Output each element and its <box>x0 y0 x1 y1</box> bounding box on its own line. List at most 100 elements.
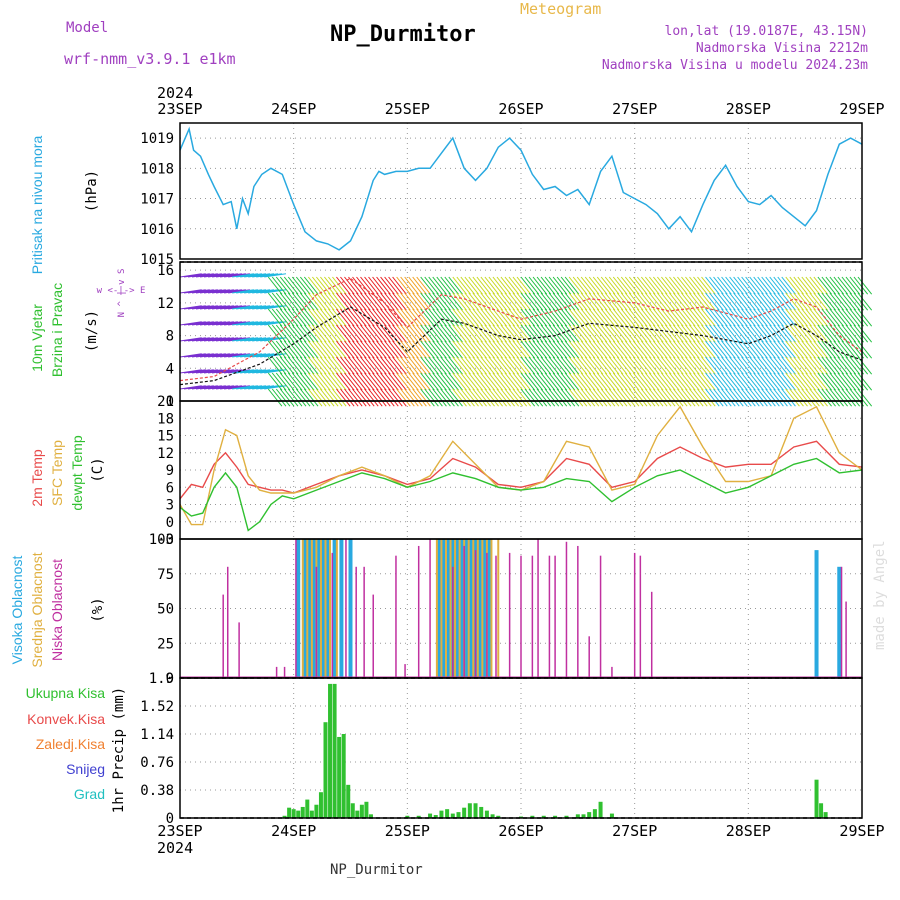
wind-barb <box>472 292 487 311</box>
wind-barb <box>745 372 760 391</box>
wind-barb <box>476 388 491 407</box>
wind-barb <box>203 369 226 374</box>
wind-barb <box>380 388 395 407</box>
precip-bar <box>553 815 558 818</box>
wind-barb <box>416 340 431 359</box>
wind-barb <box>644 388 660 407</box>
wind-barb <box>364 292 379 311</box>
wind-barb <box>825 388 840 407</box>
wind-barb <box>769 372 784 391</box>
wind-barb <box>636 292 652 311</box>
wind-barb <box>500 308 516 327</box>
wind-barb <box>228 273 250 278</box>
wind-barb <box>693 324 708 343</box>
wind-barb <box>588 340 604 359</box>
wind-barb <box>741 276 756 295</box>
wind-barb <box>809 340 824 359</box>
wind-barb <box>729 292 744 311</box>
wind-barb <box>841 276 857 295</box>
wind-barb <box>287 388 303 407</box>
wind-barb <box>460 324 475 343</box>
wind-barb <box>805 276 820 295</box>
wind-barb <box>737 324 752 343</box>
wind-barb <box>821 292 836 311</box>
wind-barb <box>212 337 234 342</box>
cloud-bar-2 <box>639 555 642 678</box>
wind-barb <box>344 388 359 407</box>
wind-barb <box>320 292 335 311</box>
time-tick-top: 29SEP <box>839 100 884 118</box>
wind-barb <box>316 276 331 295</box>
wind-barb <box>524 388 540 407</box>
wind-barb <box>512 276 528 295</box>
wind-barb <box>673 388 688 407</box>
time-tick-bottom: 26SEP <box>498 822 543 840</box>
wind-barb <box>721 324 736 343</box>
wind-barb <box>777 388 792 407</box>
wind-barb <box>311 388 327 407</box>
wind-barb <box>344 356 359 375</box>
time-tick-bottom: 23SEP <box>157 822 202 840</box>
wind-barb <box>669 356 684 375</box>
chart-title: NP_Durmitor <box>330 22 476 47</box>
wind-barb <box>275 356 291 375</box>
wind-barb <box>396 340 411 359</box>
wind-barb <box>717 356 732 375</box>
wind-barb <box>725 324 740 343</box>
wind-barb <box>769 308 784 327</box>
wind-barb <box>224 273 246 278</box>
wind-barb <box>472 340 487 359</box>
wind-barb <box>817 292 832 311</box>
wind-barb <box>388 324 403 343</box>
wind-barb <box>512 308 528 327</box>
wind-barb <box>829 340 844 359</box>
wind-barb <box>396 308 411 327</box>
wind-barb <box>540 292 556 311</box>
wind-barb <box>833 308 848 327</box>
wind-barb <box>368 292 383 311</box>
wind-barb <box>705 276 720 295</box>
wind-barb <box>845 340 861 359</box>
wind-barb <box>689 356 704 375</box>
wind-barb <box>500 388 516 407</box>
wind-barb <box>488 308 503 327</box>
wind-barb <box>424 356 439 375</box>
wind-barb <box>416 324 431 343</box>
wind-barb <box>548 372 564 391</box>
wind-barb <box>809 356 824 375</box>
wind-barb <box>773 356 788 375</box>
wind-barb <box>460 276 475 295</box>
wind-barb <box>620 388 636 407</box>
wind-barb <box>737 292 752 311</box>
wind-barb <box>512 340 528 359</box>
wind-barb <box>749 276 764 295</box>
wind-barb <box>644 356 660 375</box>
wind-barb <box>813 372 828 391</box>
wind-barb <box>745 308 760 327</box>
wind-barb <box>179 305 202 310</box>
wind-barb <box>220 305 242 310</box>
wind-barb <box>789 340 804 359</box>
wind-barb <box>544 388 560 407</box>
wind-barb <box>669 372 684 391</box>
wind-barb <box>348 308 363 327</box>
wind-barb <box>745 340 760 359</box>
wind-barb <box>576 340 592 359</box>
wind-barb <box>632 308 648 327</box>
wind-barb <box>753 372 768 391</box>
wind-barb <box>604 388 620 407</box>
precip-bar <box>355 810 360 818</box>
wind-barb <box>248 305 271 310</box>
wind-barb <box>777 276 792 295</box>
wind-barb <box>584 308 600 327</box>
wind-barb <box>392 308 407 327</box>
wind-barb <box>604 372 620 391</box>
precip-bar <box>314 804 319 818</box>
wind-barb <box>244 337 267 342</box>
time-tick-bottom: 25SEP <box>385 822 430 840</box>
wind-barb <box>693 276 708 295</box>
wind-barb <box>608 340 624 359</box>
wind-barb <box>709 388 724 407</box>
wind-barb <box>789 324 804 343</box>
wind-barb <box>220 273 242 278</box>
